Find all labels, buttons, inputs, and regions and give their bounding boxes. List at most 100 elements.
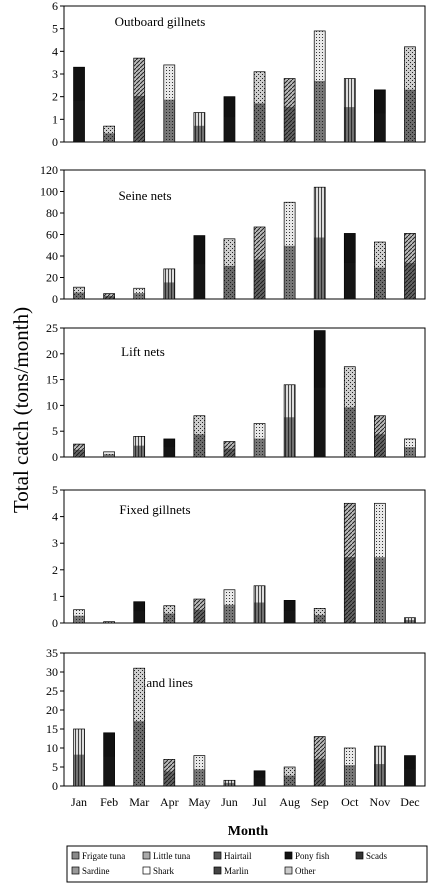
bar-segment bbox=[314, 237, 326, 299]
panel-frame bbox=[63, 327, 426, 458]
bar-segment bbox=[223, 782, 235, 786]
bar-segment bbox=[133, 721, 145, 786]
legend-label: Other bbox=[295, 866, 316, 876]
bar-segment bbox=[133, 611, 145, 623]
panel-frame bbox=[63, 5, 426, 143]
bar-segment bbox=[73, 292, 85, 299]
y-tick-label: 3 bbox=[52, 67, 58, 81]
bar-segment bbox=[344, 765, 356, 786]
y-tick-label: 5 bbox=[52, 760, 58, 774]
bar-segment bbox=[254, 777, 266, 786]
panel-2: 0 20 40 60 80 100 120 Seine nets bbox=[40, 163, 426, 306]
legend-swatch bbox=[213, 866, 222, 875]
legend-swatch bbox=[71, 866, 80, 875]
month-label-nov: Nov bbox=[370, 795, 391, 809]
bar-segment bbox=[254, 438, 266, 457]
bar-segment bbox=[404, 447, 416, 457]
y-tick-label: 15 bbox=[46, 373, 58, 387]
bar-segment bbox=[163, 99, 175, 142]
legend-label: Hairtail bbox=[224, 851, 252, 861]
bar-segment bbox=[314, 80, 326, 142]
y-tick-label: 20 bbox=[46, 703, 58, 717]
legend-label: Scads bbox=[366, 851, 387, 861]
legend-swatch bbox=[142, 866, 151, 875]
legend-item: Pony fish bbox=[284, 851, 330, 861]
legend-swatch bbox=[213, 851, 222, 860]
panel-title: Seine nets bbox=[118, 188, 171, 203]
legend-item: Shark bbox=[142, 866, 174, 876]
legend: Frigate tuna Little tuna Hairtail Pony fish… bbox=[66, 845, 428, 883]
bar-segment bbox=[73, 100, 85, 142]
legend-box bbox=[66, 845, 428, 883]
bar-segment bbox=[344, 407, 356, 457]
bar-segment bbox=[254, 602, 266, 623]
y-tick-label: 2 bbox=[52, 563, 58, 577]
legend-label: Marlin bbox=[224, 866, 249, 876]
bar-segment bbox=[133, 293, 145, 299]
panel-frame bbox=[63, 169, 426, 300]
bar-segment bbox=[223, 117, 235, 142]
bar-segment bbox=[133, 95, 145, 142]
y-tick-label: 10 bbox=[46, 741, 58, 755]
bar-segment bbox=[344, 557, 356, 623]
bar-segment bbox=[133, 445, 145, 457]
panel-title: Outboard gillnets bbox=[115, 14, 206, 29]
legend-label: Pony fish bbox=[295, 851, 330, 861]
panel-5: 0 5 10 15 20 25 30 35 Hand lines bbox=[46, 646, 426, 793]
bar-segment bbox=[103, 454, 115, 457]
legend-swatch bbox=[284, 866, 293, 875]
bar-segment bbox=[344, 262, 356, 299]
panel-title: Lift nets bbox=[121, 344, 165, 359]
bar-segment bbox=[103, 133, 115, 142]
bar-segment bbox=[374, 113, 386, 142]
bar-segment bbox=[103, 296, 115, 299]
y-tick-label: 6 bbox=[52, 0, 58, 13]
month-label-jan: Jan bbox=[71, 795, 87, 809]
y-tick-label: 80 bbox=[46, 206, 58, 220]
y-tick-label: 5 bbox=[52, 22, 58, 36]
bar-segment bbox=[284, 775, 296, 786]
bar-segment bbox=[314, 614, 326, 623]
legend-swatch bbox=[284, 851, 293, 860]
bar-segment bbox=[374, 764, 386, 786]
month-label-mar: Mar bbox=[129, 795, 149, 809]
bar-segment bbox=[163, 282, 175, 299]
bar-segment bbox=[193, 125, 205, 142]
panel-title: Hand lines bbox=[137, 675, 193, 690]
y-tick-label: 3 bbox=[52, 536, 58, 550]
month-label-may: May bbox=[188, 795, 210, 809]
legend-items: Frigate tuna Little tuna Hairtail Pony fish… bbox=[71, 851, 387, 876]
bar-segment bbox=[193, 769, 205, 786]
bar-segment bbox=[163, 613, 175, 623]
bar-segment bbox=[314, 758, 326, 786]
legend-item: Frigate tuna bbox=[71, 851, 125, 861]
month-label-dec: Dec bbox=[400, 795, 419, 809]
month-label-feb: Feb bbox=[100, 795, 118, 809]
legend-item: Marlin bbox=[213, 866, 249, 876]
bar-segment bbox=[223, 265, 235, 299]
month-label-apr: Apr bbox=[160, 795, 179, 809]
legend-item: Little tuna bbox=[142, 851, 190, 861]
panel-1: 0 1 2 3 4 5 6 Outboard gillnets bbox=[52, 0, 426, 149]
y-tick-label: 120 bbox=[40, 163, 58, 177]
bar-segment bbox=[284, 245, 296, 299]
y-tick-label: 0 bbox=[52, 292, 58, 306]
month-label-jul: Jul bbox=[253, 795, 268, 809]
legend-label: Frigate tuna bbox=[82, 851, 125, 861]
legend-item: Hairtail bbox=[213, 851, 252, 861]
month-label-jun: Jun bbox=[221, 795, 238, 809]
bar-segment bbox=[254, 103, 266, 142]
bar-segment bbox=[223, 604, 235, 623]
y-axis-label: Total catch (tons/month) bbox=[9, 307, 33, 513]
y-tick-label: 30 bbox=[46, 665, 58, 679]
bar-segment bbox=[284, 417, 296, 457]
y-tick-label: 1 bbox=[52, 112, 58, 126]
month-label-sep: Sep bbox=[311, 795, 329, 809]
y-tick-label: 60 bbox=[46, 228, 58, 242]
y-tick-label: 0 bbox=[52, 135, 58, 149]
bar-segment bbox=[73, 615, 85, 623]
legend-item: Other bbox=[284, 866, 316, 876]
y-tick-label: 25 bbox=[46, 684, 58, 698]
